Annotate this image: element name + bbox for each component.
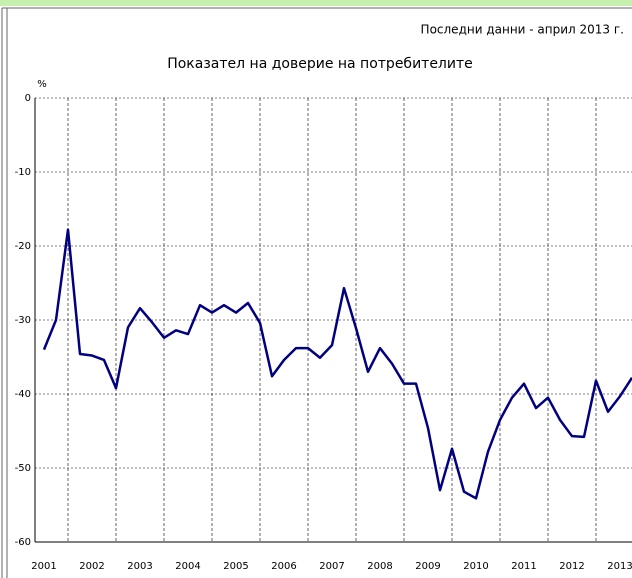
x-tick-label: 2001 — [31, 561, 56, 572]
x-tick-label: 2010 — [463, 561, 488, 572]
y-axis-label: % — [37, 79, 47, 90]
panel — [0, 6, 632, 578]
y-tick-label: -20 — [15, 241, 31, 252]
y-tick-label: -40 — [15, 389, 31, 400]
x-tick-label: 2002 — [79, 561, 104, 572]
y-tick-label: -10 — [15, 167, 31, 178]
x-tick-label: 2009 — [415, 561, 440, 572]
subtitle: Последни данни - април 2013 г. — [421, 23, 624, 37]
y-tick-label: 0 — [25, 93, 31, 104]
chart-title: Показател на доверие на потребителите — [167, 56, 473, 72]
x-tick-label: 2008 — [367, 561, 392, 572]
x-tick-label: 2005 — [223, 561, 248, 572]
x-tick-label: 2006 — [271, 561, 296, 572]
y-tick-label: -30 — [15, 315, 31, 326]
x-tick-label: 2011 — [511, 561, 536, 572]
x-tick-label: 2012 — [559, 561, 584, 572]
x-tick-label: 2013 — [607, 561, 632, 572]
x-tick-label: 2003 — [127, 561, 152, 572]
x-tick-label: 2007 — [319, 561, 344, 572]
x-tick-label: 2004 — [175, 561, 200, 572]
y-tick-label: -50 — [15, 463, 31, 474]
data-line — [42, 228, 632, 500]
top-strip — [0, 0, 632, 6]
y-tick-label: -60 — [15, 537, 31, 548]
